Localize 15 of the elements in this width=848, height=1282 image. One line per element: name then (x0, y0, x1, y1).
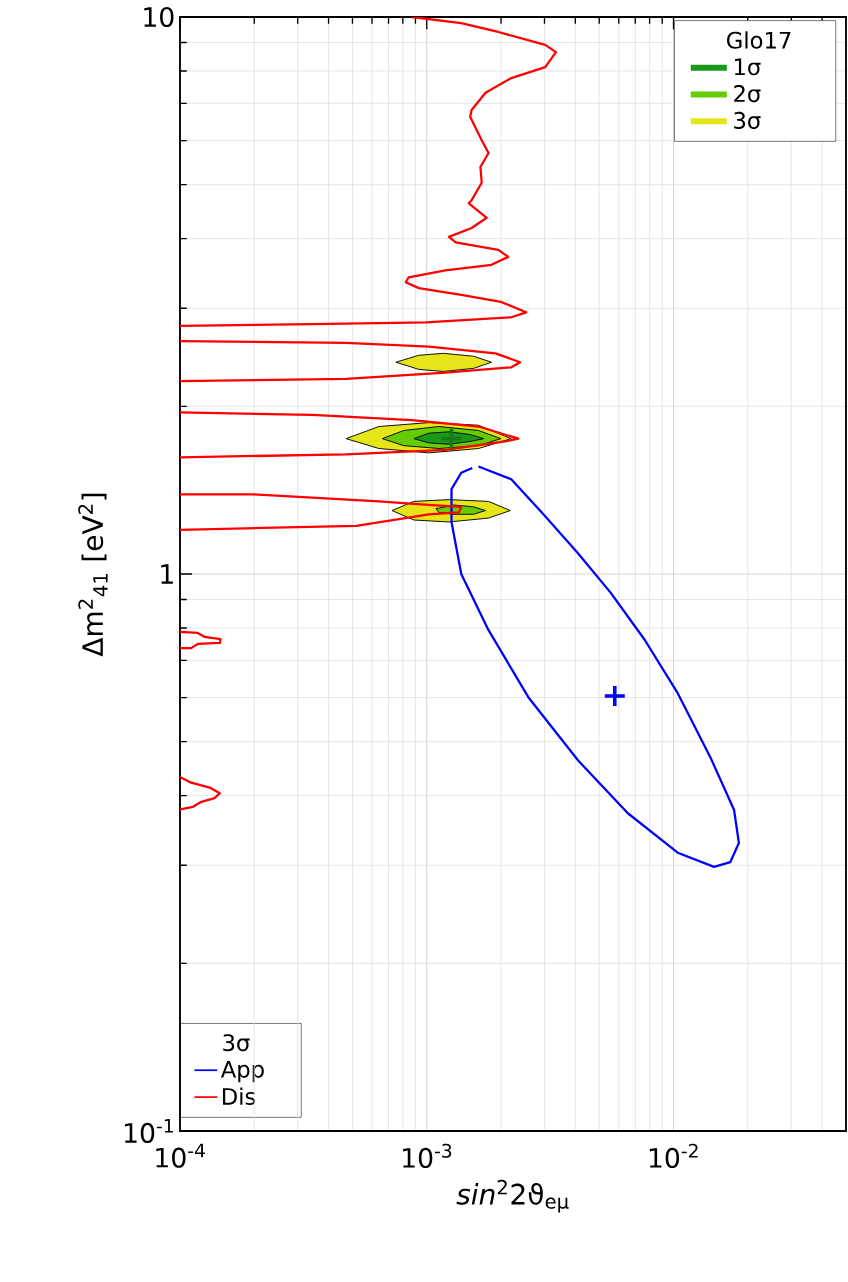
annotation: 3σ (223, 1034, 250, 1052)
legend-label: 2σ (734, 85, 761, 103)
x-axis-title: sin$^{2}$2ϑ$_{eμ}$ (456, 1179, 569, 1213)
y-axis-title: Δm$^{2}$$_{41}$ [eV$^{2}$] (78, 493, 108, 657)
legend-label: Dis (222, 1087, 256, 1106)
y-tick-label: 1 (161, 564, 173, 584)
legend-label: 1σ (734, 58, 761, 76)
x-tick-label: 10$^{-2}$ (649, 1143, 698, 1168)
legend-title: Glo17 (727, 31, 791, 49)
legend-label: App (220, 1060, 264, 1083)
y-tick-label: 10 (144, 6, 174, 28)
x-tick-label: 10$^{-4}$ (156, 1143, 205, 1168)
x-tick-label: 10$^{-3}$ (403, 1143, 452, 1168)
y-tick-label: 10$^{-1}$ (124, 1118, 173, 1144)
legend-label: 3σ (734, 111, 761, 129)
